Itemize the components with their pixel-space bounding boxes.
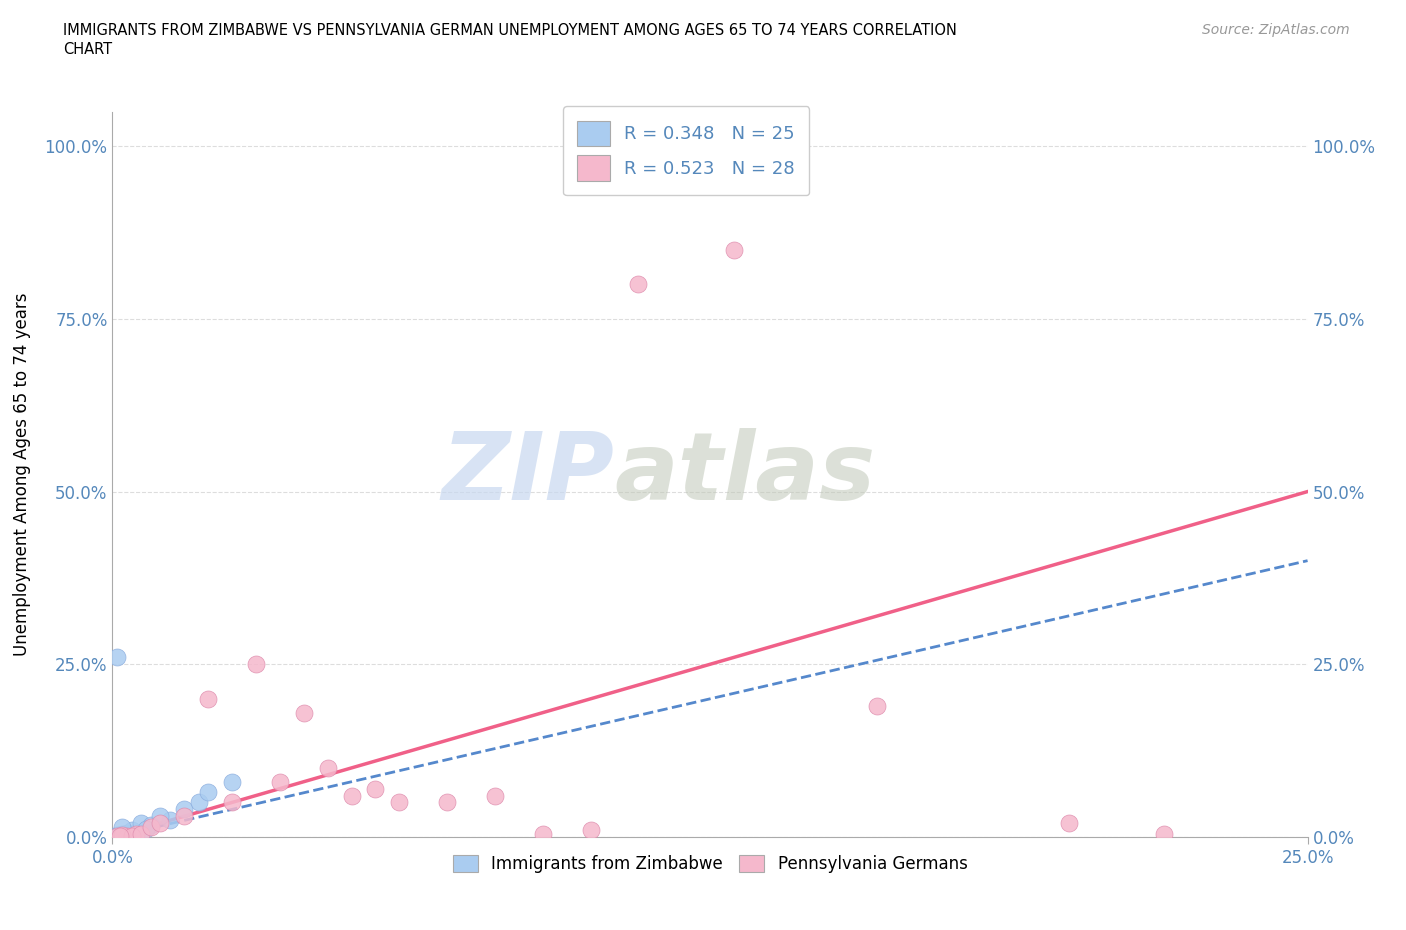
Point — [173, 809, 195, 824]
Point — [723, 243, 745, 258]
Point — [1057, 816, 1080, 830]
Point — [121, 827, 143, 842]
Point — [484, 788, 506, 803]
Point — [105, 829, 128, 844]
Point — [149, 809, 172, 824]
Point — [173, 802, 195, 817]
Text: IMMIGRANTS FROM ZIMBABWE VS PENNSYLVANIA GERMAN UNEMPLOYMENT AMONG AGES 65 TO 74: IMMIGRANTS FROM ZIMBABWE VS PENNSYLVANIA… — [63, 23, 957, 38]
Point — [129, 816, 152, 830]
Point — [111, 829, 134, 844]
Point — [245, 657, 267, 671]
Point — [118, 827, 141, 842]
Legend: Immigrants from Zimbabwe, Pennsylvania Germans: Immigrants from Zimbabwe, Pennsylvania G… — [446, 848, 974, 880]
Point — [197, 785, 219, 800]
Text: atlas: atlas — [614, 429, 876, 520]
Point — [111, 826, 134, 841]
Point — [105, 828, 128, 843]
Point — [122, 826, 145, 841]
Point — [221, 775, 243, 790]
Point — [125, 828, 148, 843]
Point — [149, 816, 172, 830]
Text: Source: ZipAtlas.com: Source: ZipAtlas.com — [1202, 23, 1350, 37]
Point — [197, 691, 219, 706]
Point — [139, 819, 162, 834]
Point — [121, 829, 143, 844]
Text: ZIP: ZIP — [441, 429, 614, 520]
Point — [340, 788, 363, 803]
Point — [579, 823, 602, 838]
Point — [129, 826, 152, 841]
Point — [292, 705, 315, 720]
Point — [159, 812, 181, 827]
Point — [111, 828, 134, 843]
Point — [115, 829, 138, 844]
Y-axis label: Unemployment Among Ages 65 to 74 years: Unemployment Among Ages 65 to 74 years — [13, 293, 31, 656]
Point — [105, 829, 128, 844]
Point — [105, 650, 128, 665]
Point — [436, 795, 458, 810]
Point — [114, 828, 135, 843]
Point — [627, 277, 650, 292]
Point — [108, 829, 131, 844]
Point — [1153, 826, 1175, 841]
Point — [139, 817, 162, 832]
Point — [221, 795, 243, 810]
Text: CHART: CHART — [63, 42, 112, 57]
Point — [115, 829, 138, 844]
Point — [121, 823, 143, 838]
Point — [364, 781, 387, 796]
Point — [388, 795, 411, 810]
Point — [111, 819, 134, 834]
Point — [187, 795, 209, 810]
Point — [316, 761, 339, 776]
Point — [269, 775, 291, 790]
Point — [135, 821, 157, 836]
Point — [105, 829, 128, 844]
Point — [125, 827, 148, 842]
Point — [108, 829, 131, 844]
Point — [115, 826, 138, 841]
Point — [531, 826, 554, 841]
Point — [866, 698, 889, 713]
